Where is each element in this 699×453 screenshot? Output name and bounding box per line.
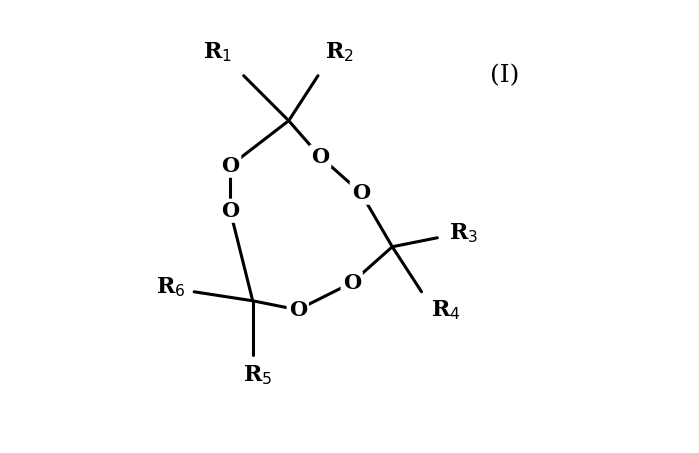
Text: O: O xyxy=(289,300,307,320)
Text: O: O xyxy=(352,183,370,203)
Text: R$_{5}$: R$_{5}$ xyxy=(243,364,272,387)
Text: O: O xyxy=(311,147,329,167)
Text: R$_{4}$: R$_{4}$ xyxy=(431,299,460,322)
Text: (I): (I) xyxy=(490,64,519,87)
Text: R$_{3}$: R$_{3}$ xyxy=(449,222,477,245)
Text: R$_{1}$: R$_{1}$ xyxy=(203,41,233,64)
Text: O: O xyxy=(343,273,361,293)
Text: O: O xyxy=(221,156,239,176)
Text: O: O xyxy=(221,201,239,221)
Text: R$_{2}$: R$_{2}$ xyxy=(325,41,354,64)
Text: R$_{6}$: R$_{6}$ xyxy=(156,275,185,299)
